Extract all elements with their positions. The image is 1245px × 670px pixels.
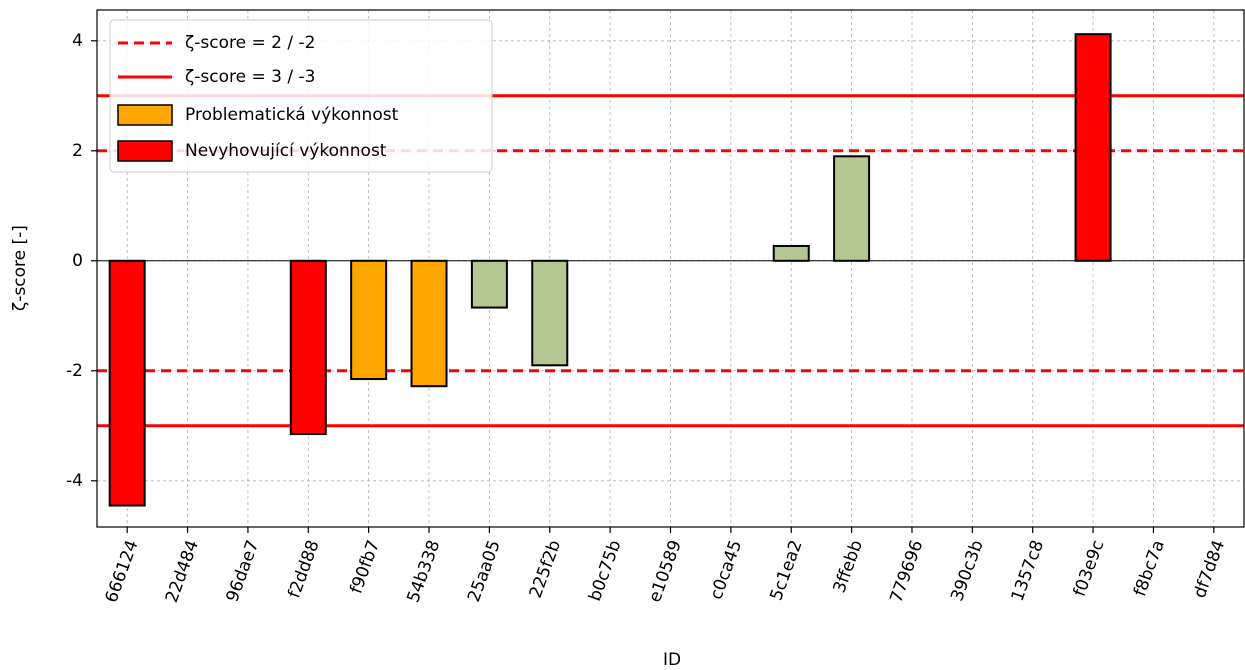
bar — [350, 259, 388, 381]
x-tick-label: 390c3b — [947, 538, 987, 604]
x-tick-label: 1357c8 — [1008, 538, 1048, 604]
x-tick-label: f90fb7 — [346, 538, 384, 597]
plot-frame — [96, 9, 1245, 528]
y-tick-label: 0 — [72, 251, 83, 271]
x-tick-label: 25aa05 — [464, 538, 505, 605]
x-tick-label: 225f2b — [526, 538, 565, 601]
bar — [531, 259, 569, 367]
legend-label: ζ-score = 2 / -2 — [185, 33, 315, 53]
bar — [410, 259, 448, 388]
y-tick-label: 2 — [72, 141, 83, 161]
bar — [833, 155, 871, 262]
x-tick-label: 54b338 — [403, 538, 444, 606]
x-tick-label: 3ffebb — [830, 538, 867, 596]
bar — [289, 259, 327, 436]
x-axis-label: ID — [663, 650, 681, 670]
x-tick-label: c0ca45 — [706, 538, 746, 603]
legend-box — [109, 19, 493, 173]
bar — [1074, 33, 1112, 262]
x-tick-label: 22d484 — [162, 538, 203, 606]
x-tick-label: 5c1ea2 — [766, 538, 806, 604]
x-tick-label: 779696 — [886, 538, 927, 606]
y-tick-label: 4 — [72, 31, 83, 51]
y-axis-label: ζ-score [-] — [10, 225, 30, 311]
x-tick-label: f2dd88 — [284, 538, 323, 601]
bar — [470, 259, 508, 309]
x-tick-label: f03e9c — [1070, 538, 1109, 600]
legend-swatch — [117, 140, 173, 162]
legend-label: Problematická výkonnost — [185, 105, 399, 125]
legend-label: Nevyhovující výkonnost — [185, 141, 387, 161]
legend-label: ζ-score = 3 / -3 — [185, 67, 315, 87]
x-tick-label: b0c75b — [585, 538, 625, 604]
x-tick-label: e10589 — [645, 538, 686, 605]
x-tick-label: df7d84 — [1190, 538, 1229, 601]
legend-swatch — [117, 104, 173, 126]
x-tick-label: f8bc7a — [1130, 538, 1169, 600]
x-tick-label: 96dae7 — [223, 538, 264, 605]
x-tick-label: 666124 — [102, 538, 143, 606]
y-tick-label: -2 — [66, 361, 83, 381]
bar — [772, 244, 810, 262]
y-tick-label: -4 — [66, 471, 83, 491]
bar — [108, 259, 146, 507]
